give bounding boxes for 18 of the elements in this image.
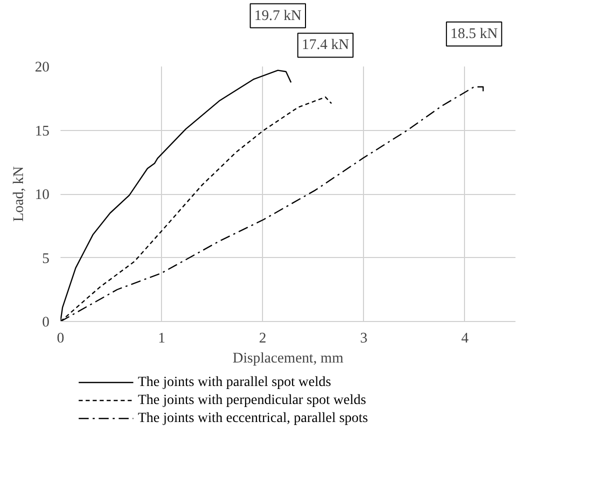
y-tick-label: 20 [34, 60, 50, 76]
legend-label: The joints with parallel spot welds [138, 375, 332, 390]
y-tick-label: 10 [34, 187, 50, 203]
y-tick-label: 0 [42, 314, 50, 330]
x-axis-title: Displacement, mm [232, 350, 344, 366]
x-tick-label: 4 [461, 330, 470, 346]
text: 18.5 kN [450, 26, 498, 42]
x-tick-label: 2 [259, 330, 266, 346]
legend-label: The joints with eccentrical, parallel spots [138, 411, 368, 426]
text: 17.4 kN [302, 37, 350, 54]
x-tick-label: 3 [360, 330, 368, 346]
y-tick-label: 5 [42, 250, 50, 267]
x-tick-label: 1 [158, 330, 166, 346]
text: 19.7 kN [254, 8, 302, 24]
x-tick-label: 0 [56, 330, 64, 346]
y-axis-title: Load, kN [10, 166, 27, 222]
y-tick-label: 15 [34, 123, 50, 140]
legend-label: The joints with perpendicular spot welds [138, 393, 366, 408]
